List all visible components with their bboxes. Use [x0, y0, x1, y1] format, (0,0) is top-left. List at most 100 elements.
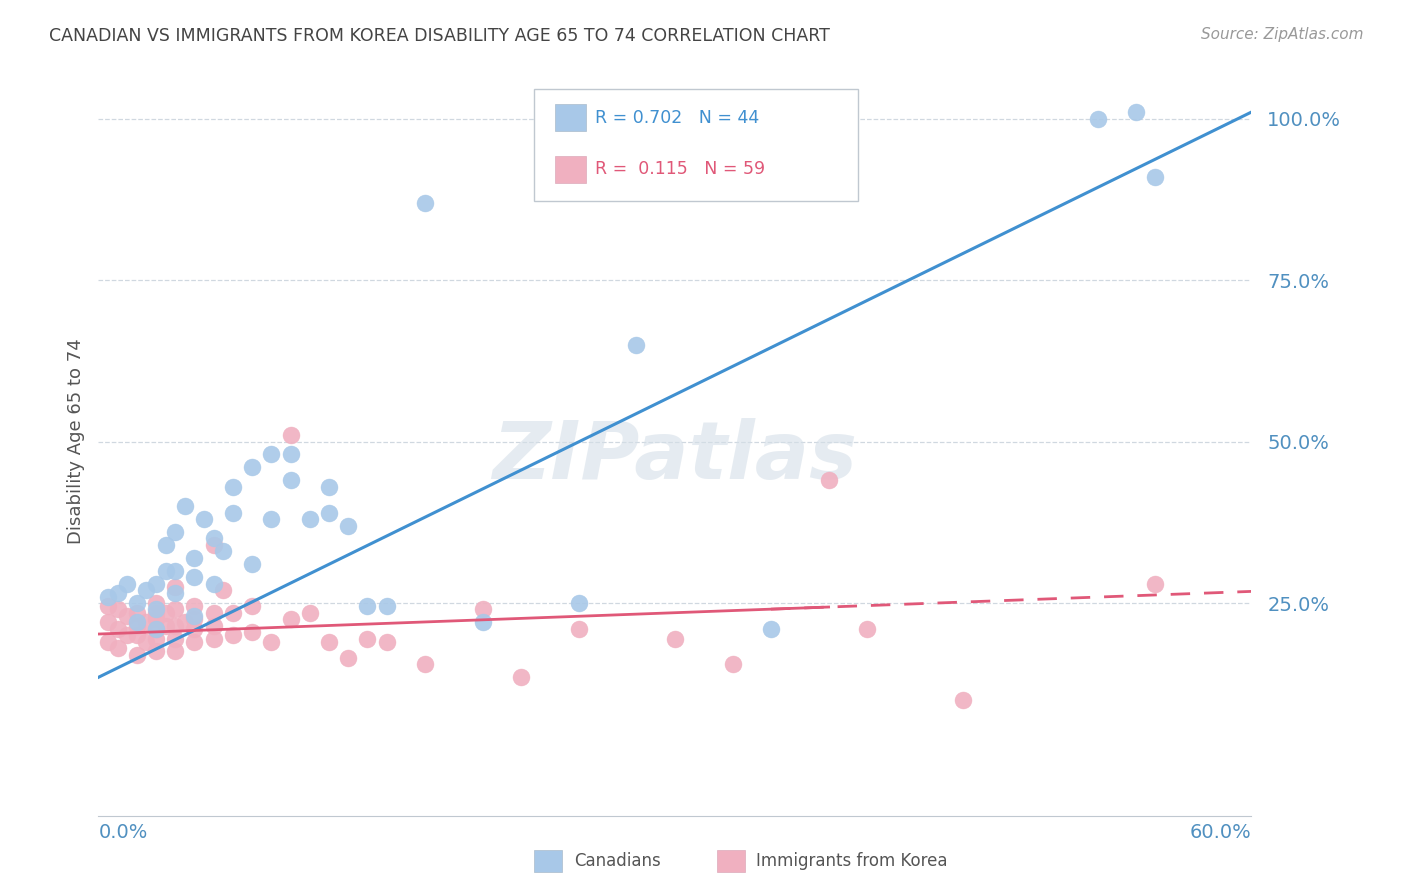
Text: R = 0.702   N = 44: R = 0.702 N = 44 — [595, 109, 759, 127]
Point — [135, 615, 157, 630]
Point — [145, 602, 167, 616]
Point — [202, 576, 225, 591]
Point — [107, 602, 129, 616]
Point — [375, 599, 398, 614]
Text: 0.0%: 0.0% — [98, 822, 148, 842]
Point — [337, 518, 360, 533]
Point — [240, 625, 263, 640]
Point — [413, 657, 436, 672]
Point — [817, 473, 839, 487]
Point — [193, 512, 215, 526]
Point — [165, 644, 187, 658]
Point — [145, 576, 167, 591]
Point — [202, 538, 225, 552]
Point — [222, 506, 245, 520]
Point — [298, 606, 321, 620]
Point — [135, 583, 157, 598]
Point — [568, 622, 591, 636]
Point — [240, 558, 263, 572]
Point — [165, 524, 187, 539]
Point — [318, 506, 340, 520]
Point — [165, 580, 187, 594]
Point — [155, 606, 177, 620]
Point — [471, 602, 494, 616]
Point — [145, 632, 167, 646]
Point — [117, 609, 139, 624]
Point — [155, 538, 177, 552]
Point — [280, 612, 302, 626]
Point — [174, 615, 197, 630]
Point — [97, 634, 120, 648]
Point — [97, 590, 120, 604]
Point — [856, 622, 879, 636]
Point — [318, 634, 340, 648]
Point — [165, 586, 187, 600]
Point — [280, 473, 302, 487]
Point — [183, 634, 205, 648]
Point — [145, 612, 167, 626]
Point — [183, 550, 205, 565]
Point — [1144, 576, 1167, 591]
Point — [183, 609, 205, 624]
Point — [107, 622, 129, 636]
Text: Immigrants from Korea: Immigrants from Korea — [756, 852, 948, 871]
Point — [183, 599, 205, 614]
Point — [240, 460, 263, 475]
Text: Source: ZipAtlas.com: Source: ZipAtlas.com — [1201, 27, 1364, 42]
Point — [356, 632, 378, 646]
Point — [260, 512, 283, 526]
Text: 60.0%: 60.0% — [1189, 822, 1251, 842]
Point — [174, 499, 197, 513]
Point — [298, 512, 321, 526]
Point — [260, 634, 283, 648]
Point — [626, 337, 648, 351]
Point — [107, 586, 129, 600]
Y-axis label: Disability Age 65 to 74: Disability Age 65 to 74 — [66, 339, 84, 544]
Point — [125, 618, 148, 632]
Point — [165, 602, 187, 616]
Point — [375, 634, 398, 648]
Point — [125, 648, 148, 662]
Point — [952, 693, 974, 707]
Point — [413, 195, 436, 210]
Point — [664, 632, 686, 646]
Point — [145, 622, 167, 636]
Point — [318, 480, 340, 494]
Point — [202, 532, 225, 546]
Point — [145, 606, 167, 620]
Point — [117, 576, 139, 591]
Point — [145, 596, 167, 610]
Point — [97, 615, 120, 630]
Point — [125, 596, 148, 610]
Point — [1087, 112, 1109, 126]
Point — [165, 618, 187, 632]
Point — [222, 480, 245, 494]
Point — [759, 622, 782, 636]
Point — [222, 606, 245, 620]
Point — [202, 606, 225, 620]
Text: R =  0.115   N = 59: R = 0.115 N = 59 — [595, 161, 765, 178]
Point — [260, 447, 283, 461]
Point — [183, 570, 205, 584]
Point — [183, 612, 205, 626]
Point — [165, 632, 187, 646]
Text: ZIPatlas: ZIPatlas — [492, 417, 858, 496]
Point — [721, 657, 744, 672]
Point — [212, 583, 235, 598]
Point — [202, 632, 225, 646]
Point — [107, 641, 129, 656]
Point — [183, 622, 205, 636]
Point — [145, 644, 167, 658]
Point — [135, 634, 157, 648]
Point — [222, 628, 245, 642]
Point — [145, 622, 167, 636]
Point — [97, 599, 120, 614]
Point — [202, 618, 225, 632]
Point — [1144, 169, 1167, 184]
Point — [280, 428, 302, 442]
Text: CANADIAN VS IMMIGRANTS FROM KOREA DISABILITY AGE 65 TO 74 CORRELATION CHART: CANADIAN VS IMMIGRANTS FROM KOREA DISABI… — [49, 27, 830, 45]
Point — [280, 447, 302, 461]
Point — [356, 599, 378, 614]
Text: Canadians: Canadians — [574, 852, 661, 871]
Point — [155, 564, 177, 578]
